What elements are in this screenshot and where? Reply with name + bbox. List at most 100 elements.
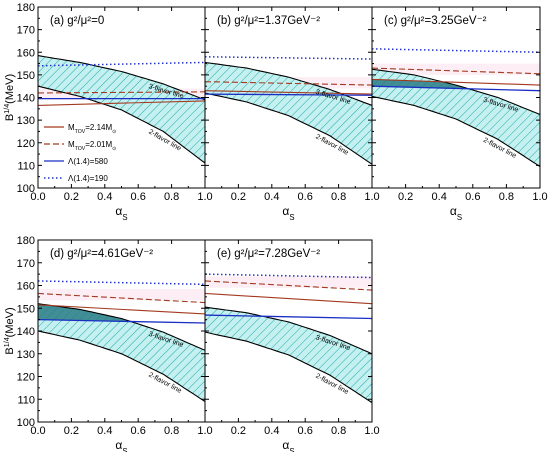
plot-area xyxy=(205,273,372,404)
x-tick-label: 0.8 xyxy=(164,191,179,203)
legend-label-lambda580-part: Λ(1.4)=580 xyxy=(68,157,108,166)
panel-title: (a) g²/μ²=0 xyxy=(50,15,104,27)
series-line-lambda580 xyxy=(205,93,372,96)
plot-area xyxy=(38,55,205,164)
y-axis-label-part: 1/4 xyxy=(3,104,11,114)
x-tick-label: 1.0 xyxy=(197,191,212,203)
three-flavor-line xyxy=(38,303,205,351)
three-flavor-line xyxy=(205,306,372,355)
series-line-m214 xyxy=(38,100,205,106)
x-tick-label: 0.8 xyxy=(331,191,346,203)
series-line-lambda190 xyxy=(38,280,205,286)
x-tick-label: 0.0 xyxy=(30,425,45,437)
y-tick-label: 100 xyxy=(17,183,35,195)
plot-area xyxy=(38,280,205,402)
series-line-lambda190 xyxy=(205,56,372,60)
y-tick-label: 110 xyxy=(17,394,35,406)
x-axis-label-part: α xyxy=(282,438,289,452)
y-tick-label: 120 xyxy=(17,372,35,384)
x-axis-label: αS xyxy=(282,438,294,452)
y-tick-label: 160 xyxy=(17,281,35,293)
x-tick-label: 1.0 xyxy=(364,425,379,437)
three-flavor-line xyxy=(372,68,540,116)
x-axis-label-part: α xyxy=(115,204,122,218)
x-tick-label: 0.4 xyxy=(97,425,112,437)
y-axis-label-part: B xyxy=(4,347,16,354)
y-tick-label: 160 xyxy=(17,47,35,59)
series-line-lambda580 xyxy=(372,85,540,92)
x-tick-label: 0.6 xyxy=(298,425,313,437)
y-tick-label: 170 xyxy=(17,25,35,37)
x-tick-label: 0.4 xyxy=(264,425,279,437)
panel-title-part: (e) g²/μ²=7.28GeV⁻² xyxy=(217,248,320,260)
x-tick-label: 1.0 xyxy=(364,191,379,203)
series-line-lambda580 xyxy=(38,318,205,324)
panel-title-part: (a) g²/μ²=0 xyxy=(50,15,104,27)
pink-background-band xyxy=(205,276,372,288)
x-tick-label: 1.0 xyxy=(197,425,212,437)
x-tick-label: 0.0 xyxy=(30,191,45,203)
y-axis-label: B1/4(MeV) xyxy=(3,307,16,354)
series-line-m201 xyxy=(205,81,372,86)
x-tick-label: 0.2 xyxy=(231,191,246,203)
panel-title: (e) g²/μ²=7.28GeV⁻² xyxy=(217,248,320,260)
legend-label-m214-part: =2.14M xyxy=(85,123,112,132)
legend-label-m214-part: TOV xyxy=(75,129,86,135)
legend-label-m214-part: ⊙ xyxy=(112,129,116,135)
y-axis-label-part: (MeV) xyxy=(4,307,16,337)
x-tick-label: 0.8 xyxy=(499,191,514,203)
overlap-region xyxy=(38,304,130,322)
allowed-band xyxy=(38,303,205,402)
legend-label-m201-part: TOV xyxy=(75,146,86,152)
x-tick-label: 0.4 xyxy=(264,191,279,203)
two-flavor-line xyxy=(205,92,372,165)
series-line-m201 xyxy=(38,292,205,304)
y-axis-label-part: 1/4 xyxy=(3,337,11,347)
y-tick-label: 150 xyxy=(17,303,35,315)
panel-title-part: (d) g²/μ²=4.61GeV⁻² xyxy=(50,248,153,260)
panel-title: (b) g²/μ²=1.37GeV⁻² xyxy=(217,15,320,27)
panel-title: (c) g²/μ²=3.25GeV⁻² xyxy=(384,15,487,27)
panel-title-part: (c) g²/μ²=3.25GeV⁻² xyxy=(384,15,487,27)
y-tick-label: 130 xyxy=(17,115,35,127)
y-tick-label: 110 xyxy=(17,160,35,172)
y-axis-label: B1/4(MeV) xyxy=(3,74,16,121)
two-flavor-line xyxy=(372,95,540,167)
legend-label-m201-part: ⊙ xyxy=(112,146,116,152)
series-line-m201 xyxy=(372,67,540,75)
y-axis-label-part: (MeV) xyxy=(4,74,16,104)
three-flavor-line xyxy=(38,55,205,101)
x-axis-label-part: α xyxy=(115,438,122,452)
panel-title-part: (b) g²/μ²=1.37GeV⁻² xyxy=(217,15,320,27)
x-tick-label: 0.6 xyxy=(131,425,146,437)
x-axis-label: αS xyxy=(282,204,294,222)
x-axis-label: αS xyxy=(115,438,127,452)
two-flavor-line xyxy=(205,331,372,404)
plot-area xyxy=(372,48,540,167)
x-tick-label: 1.0 xyxy=(532,191,547,203)
x-axis-label-part: α xyxy=(282,204,289,218)
x-tick-label: 0.2 xyxy=(64,191,79,203)
series-line-lambda190 xyxy=(372,48,540,53)
x-tick-label: 0.8 xyxy=(164,425,179,437)
legend-label-m214-part: M xyxy=(68,123,75,132)
x-tick-label: 0.6 xyxy=(131,191,146,203)
legend-label-m201-part: =2.01M xyxy=(85,140,112,149)
y-tick-label: 170 xyxy=(17,258,35,270)
legend-label-lambda190-part: Λ(1.4)=190 xyxy=(68,174,108,183)
legend: MTOV=2.14M⊙MTOV=2.01M⊙Λ(1.4)=580Λ(1.4)=1… xyxy=(44,123,117,183)
y-axis-label-part: B xyxy=(4,114,16,121)
two-flavor-line xyxy=(38,330,205,402)
legend-label-m214: MTOV=2.14M⊙ xyxy=(68,123,117,135)
x-axis-label-part: α xyxy=(450,204,457,218)
x-tick-label: 0.6 xyxy=(298,191,313,203)
panel-title: (d) g²/μ²=4.61GeV⁻² xyxy=(50,248,153,260)
x-axis-label-part: S xyxy=(289,447,294,452)
series-line-m201 xyxy=(205,280,372,291)
